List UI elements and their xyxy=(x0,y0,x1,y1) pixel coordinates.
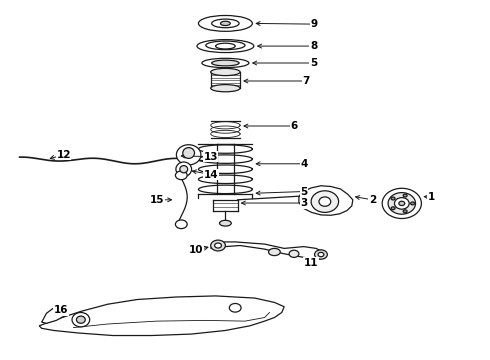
Text: 1: 1 xyxy=(428,192,435,202)
Ellipse shape xyxy=(403,194,407,197)
Ellipse shape xyxy=(176,145,201,165)
Ellipse shape xyxy=(175,220,187,229)
Text: 2: 2 xyxy=(369,195,376,205)
Text: 16: 16 xyxy=(54,305,69,315)
Text: 9: 9 xyxy=(310,19,317,29)
Ellipse shape xyxy=(206,41,245,50)
Polygon shape xyxy=(42,307,69,323)
Text: 15: 15 xyxy=(149,195,164,205)
Ellipse shape xyxy=(269,248,280,256)
Polygon shape xyxy=(39,296,284,336)
Ellipse shape xyxy=(212,19,239,28)
Ellipse shape xyxy=(289,250,299,257)
Ellipse shape xyxy=(198,15,252,31)
Ellipse shape xyxy=(319,197,331,206)
Ellipse shape xyxy=(175,171,187,180)
Ellipse shape xyxy=(197,40,254,53)
Polygon shape xyxy=(299,186,353,215)
Text: 8: 8 xyxy=(310,41,317,51)
Ellipse shape xyxy=(215,243,221,248)
Ellipse shape xyxy=(220,21,230,26)
Text: 6: 6 xyxy=(291,121,297,131)
Ellipse shape xyxy=(212,60,239,66)
Text: 13: 13 xyxy=(203,152,218,162)
Polygon shape xyxy=(211,242,326,259)
Text: 10: 10 xyxy=(189,245,203,255)
Text: 12: 12 xyxy=(56,150,71,160)
Text: 3: 3 xyxy=(300,198,307,208)
Text: 14: 14 xyxy=(203,170,218,180)
Ellipse shape xyxy=(399,201,405,206)
Ellipse shape xyxy=(76,316,85,323)
Ellipse shape xyxy=(382,188,421,219)
Ellipse shape xyxy=(176,162,192,176)
Ellipse shape xyxy=(311,191,339,212)
Ellipse shape xyxy=(403,210,407,213)
Ellipse shape xyxy=(72,312,90,327)
Ellipse shape xyxy=(183,148,195,158)
Ellipse shape xyxy=(211,85,240,92)
Ellipse shape xyxy=(220,220,231,226)
Ellipse shape xyxy=(391,207,395,210)
Text: 11: 11 xyxy=(304,258,318,268)
Ellipse shape xyxy=(229,303,241,312)
Ellipse shape xyxy=(216,43,235,49)
Ellipse shape xyxy=(211,68,240,76)
Ellipse shape xyxy=(318,252,324,257)
Ellipse shape xyxy=(202,58,249,68)
Ellipse shape xyxy=(394,198,409,209)
Text: 7: 7 xyxy=(302,76,310,86)
Ellipse shape xyxy=(388,193,416,214)
Ellipse shape xyxy=(180,166,188,173)
Ellipse shape xyxy=(211,240,225,251)
Ellipse shape xyxy=(411,202,415,205)
Ellipse shape xyxy=(391,197,395,200)
Text: 5: 5 xyxy=(300,186,307,197)
Text: 5: 5 xyxy=(310,58,317,68)
Ellipse shape xyxy=(315,250,327,259)
Text: 4: 4 xyxy=(300,159,308,169)
